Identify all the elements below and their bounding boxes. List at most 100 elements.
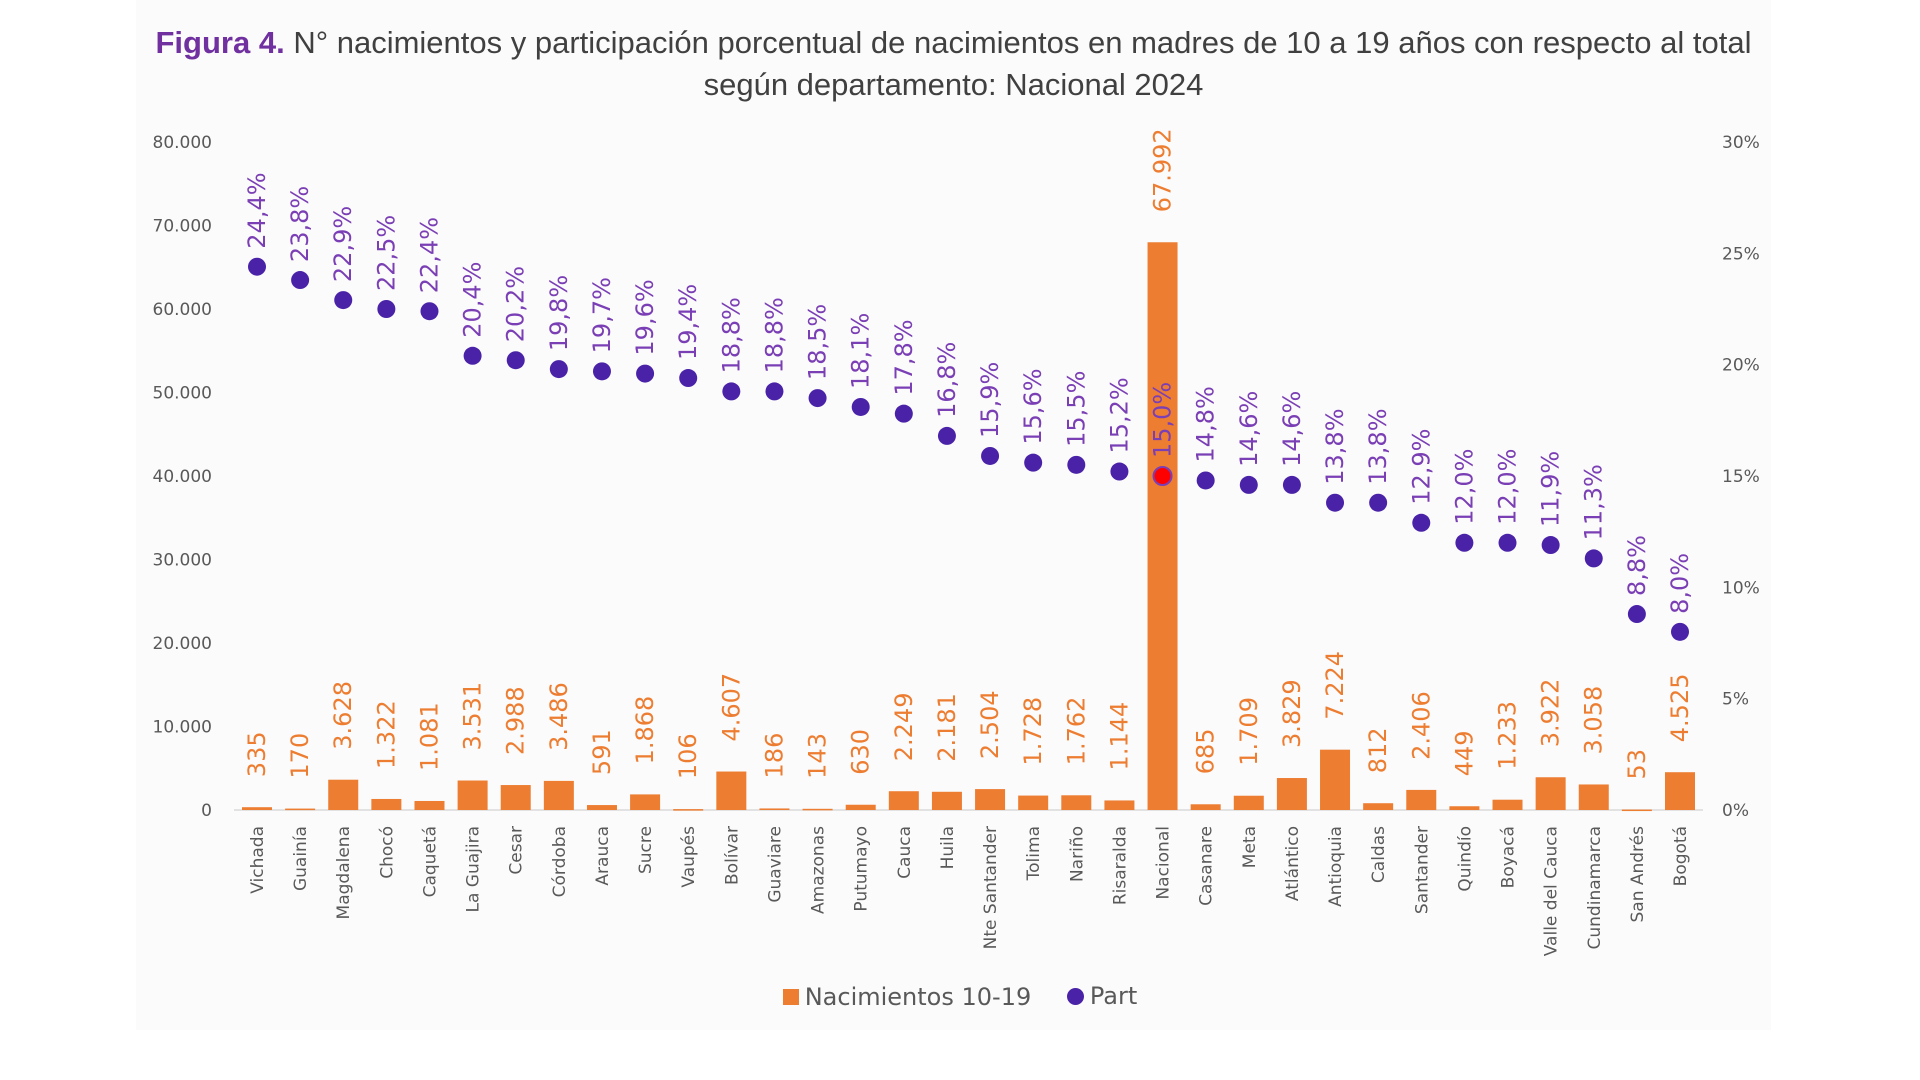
part-point <box>1067 455 1086 474</box>
bar-antioquia <box>1320 749 1351 810</box>
legend: Nacimientos 10-19 Part <box>0 982 1920 1011</box>
bar-caquetá <box>414 800 445 810</box>
bar-putumayo <box>845 804 876 810</box>
bar-córdoba <box>543 780 574 810</box>
bar-huila <box>931 791 962 810</box>
category-label: Caldas <box>1369 826 1389 883</box>
left-axis-tick-label: 20.000 <box>153 634 212 654</box>
category-label: Córdoba <box>550 826 570 897</box>
part-value-label: 18,5% <box>804 304 832 380</box>
part-value-label: 23,8% <box>286 186 314 262</box>
bar-value-label: 67.992 <box>1149 128 1177 212</box>
category-label: Guainía <box>291 826 311 891</box>
bar-guaviare <box>759 808 790 810</box>
category-label: Chocó <box>377 826 397 879</box>
part-value-label: 14,6% <box>1235 391 1263 467</box>
bar-chocó <box>371 798 402 810</box>
bar-meta <box>1233 795 1264 810</box>
part-value-label: 12,0% <box>1450 449 1478 525</box>
category-label: Cesar <box>507 826 527 875</box>
part-value-label: 22,5% <box>372 215 400 291</box>
chart-background <box>136 0 1771 1030</box>
category-label: Valle del Cauca <box>1542 826 1562 956</box>
bar-value-label: 1.709 <box>1235 697 1263 766</box>
bar-magdalena <box>328 779 359 810</box>
bar-vichada <box>242 807 272 810</box>
part-point <box>808 389 827 408</box>
part-value-label: 8,8% <box>1623 535 1651 596</box>
category-label: Atlántico <box>1283 826 1303 901</box>
left-axis-tick-label: 50.000 <box>153 384 212 404</box>
bar-santander <box>1406 789 1437 810</box>
part-value-label: 22,4% <box>415 217 443 293</box>
right-axis-tick-label: 15% <box>1722 467 1760 487</box>
legend-item-dots: Part <box>1066 982 1138 1010</box>
category-label: Huila <box>938 826 958 869</box>
part-point <box>506 351 525 370</box>
category-label: Antioquia <box>1326 826 1346 907</box>
part-point <box>1152 466 1173 486</box>
bar-value-label: 170 <box>286 733 314 779</box>
part-point <box>1282 475 1301 494</box>
part-value-label: 14,6% <box>1278 391 1306 467</box>
bar-value-label: 106 <box>674 733 702 779</box>
category-label: Nariño <box>1067 826 1087 882</box>
part-point <box>1541 536 1560 555</box>
part-value-label: 19,7% <box>588 277 616 353</box>
bar-value-label: 1.233 <box>1494 701 1522 770</box>
part-value-label: 11,9% <box>1537 451 1565 527</box>
bar-value-label: 630 <box>847 729 875 775</box>
part-value-label: 17,8% <box>890 319 918 395</box>
bar-amazonas <box>802 808 833 811</box>
bar-atlántico <box>1276 778 1307 810</box>
part-value-label: 14,8% <box>1192 386 1220 462</box>
part-point <box>1196 471 1215 490</box>
bar-bolívar <box>716 771 747 810</box>
bar-value-label: 2.988 <box>502 686 530 755</box>
bar-value-label: 3.531 <box>459 682 487 751</box>
bar-value-label: 3.058 <box>1580 686 1608 755</box>
right-axis-tick-label: 5% <box>1722 690 1749 710</box>
left-axis-tick-label: 0 <box>201 801 212 821</box>
part-point <box>1239 475 1258 494</box>
bar-boyacá <box>1492 799 1523 810</box>
category-label: Bogotá <box>1671 826 1691 886</box>
part-point <box>894 404 913 423</box>
left-axis-tick-label: 40.000 <box>153 467 212 487</box>
part-value-label: 15,9% <box>976 362 1004 438</box>
part-value-label: 13,8% <box>1321 408 1349 484</box>
part-point <box>1498 533 1517 552</box>
bar-la-guajira <box>457 780 488 810</box>
part-point <box>1584 549 1603 568</box>
legend-label-dots: Part <box>1089 982 1138 1010</box>
part-value-label: 18,8% <box>717 297 745 373</box>
part-value-label: 16,8% <box>933 342 961 418</box>
part-value-label: 19,4% <box>674 284 702 360</box>
right-axis-tick-label: 30% <box>1722 133 1760 153</box>
bar-value-label: 812 <box>1364 727 1392 773</box>
part-point <box>1671 622 1689 641</box>
category-label: La Guajira <box>464 826 484 913</box>
category-label: Cauca <box>895 826 915 879</box>
bar-nacional <box>1147 242 1178 811</box>
bar-value-label: 1.322 <box>372 700 400 769</box>
bar-san-andrés <box>1621 809 1652 812</box>
part-point <box>765 382 784 401</box>
part-point <box>851 397 870 416</box>
bar-arauca <box>586 805 617 810</box>
part-value-label: 13,8% <box>1364 408 1392 484</box>
bar-value-label: 685 <box>1192 728 1220 774</box>
part-value-label: 24,4% <box>243 172 271 248</box>
category-label: Sucre <box>636 826 656 874</box>
bar-value-label: 3.829 <box>1278 679 1306 748</box>
right-axis-tick-label: 10% <box>1722 578 1760 598</box>
category-label: Vaupés <box>679 826 699 888</box>
category-label: Casanare <box>1197 826 1217 906</box>
part-point <box>1412 513 1431 532</box>
part-point <box>636 364 655 383</box>
bar-value-label: 2.181 <box>933 693 961 762</box>
figure-number: Figura 4. <box>155 25 285 60</box>
part-value-label: 19,6% <box>631 279 659 355</box>
category-label: Putumayo <box>852 826 872 912</box>
bar-value-label: 7.224 <box>1321 651 1349 720</box>
